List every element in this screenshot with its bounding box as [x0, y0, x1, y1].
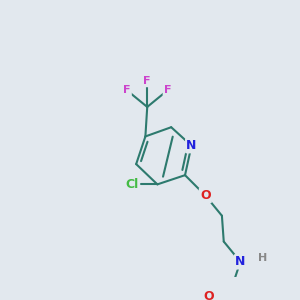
Text: Cl: Cl — [125, 178, 138, 191]
Text: F: F — [143, 76, 151, 86]
Text: O: O — [204, 290, 214, 300]
Text: N: N — [235, 255, 245, 268]
Text: F: F — [123, 85, 131, 95]
Text: O: O — [200, 189, 211, 202]
Text: H: H — [258, 253, 267, 263]
Text: F: F — [164, 85, 171, 95]
Text: N: N — [186, 139, 197, 152]
